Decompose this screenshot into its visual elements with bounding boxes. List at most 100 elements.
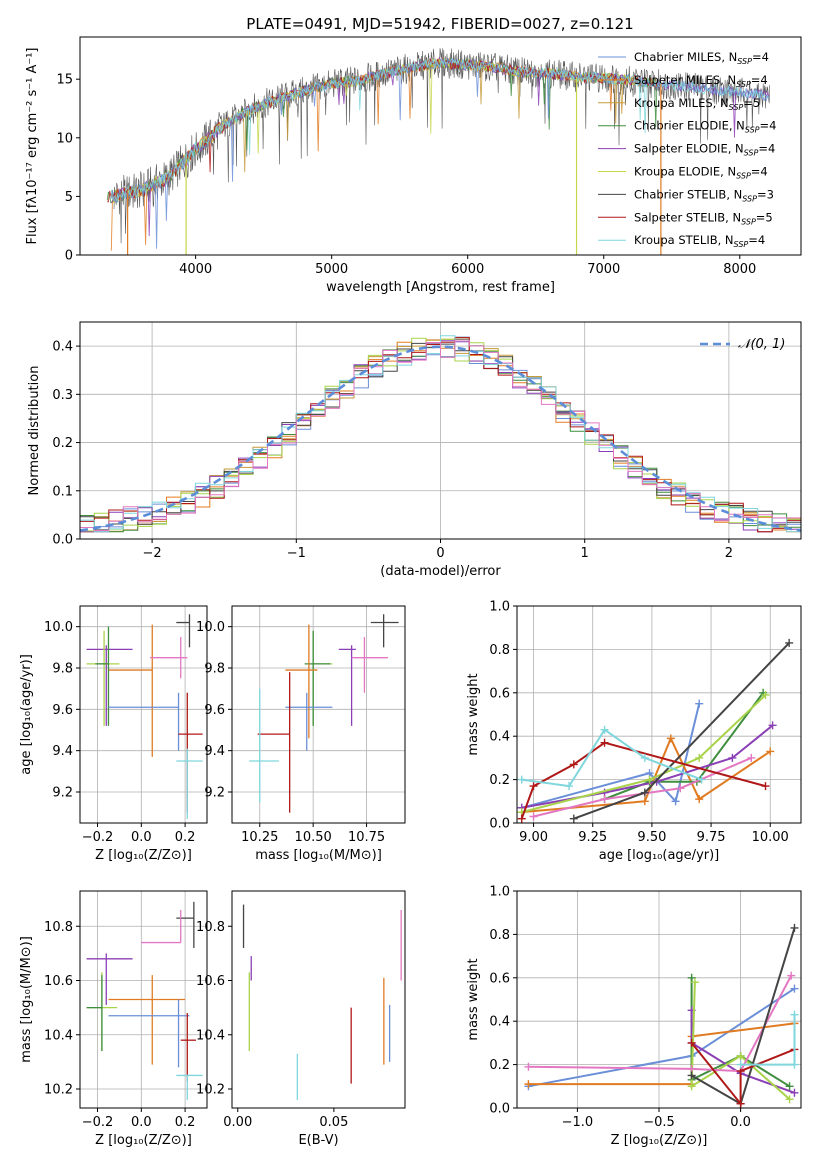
panel-age_vs_Z: −0.2 0.0 0.2 9.2 9.4 9.6 9.8 10.0 Z [log₁₀(Z/Z⊙)… [19,605,208,863]
errorbar-point [249,688,279,803]
x-tick-label: −1 [287,546,306,561]
plus-marker [645,775,654,784]
gridlines [80,606,207,823]
y-tick-label: 0.6 [489,686,510,701]
y-tick-label: 1.0 [489,885,510,900]
y-tick-label: 0.1 [52,484,73,499]
gridlines [517,605,801,824]
plus-marker [517,814,526,823]
x-tick-label: 0.00 [223,1115,252,1130]
errorbar-point [86,953,133,1005]
panel-age_vs_mass: 10.25 10.50 10.75 9.2 9.4 9.6 9.8 10.0 mass [log… [196,605,406,863]
weight-series [524,1019,799,1089]
y-tick-label: 0.4 [489,1015,510,1030]
errorbar-point [180,1013,197,1081]
errorbar-point [178,692,203,813]
normal-curve [80,345,801,532]
errorbar-point [108,692,180,751]
plus-marker [640,797,649,806]
plus-marker [761,690,770,699]
plus-marker [600,795,609,804]
x-tick-label: 9.75 [697,830,726,845]
y-axis-label: mass weight [466,958,481,1040]
y-tick-label: 9.2 [204,786,225,801]
kroupa-elodie-spectrum [110,58,658,204]
plot-area [86,901,203,1100]
x-axis-label: Z [log₁₀(Z/Z⊙)] [611,1133,708,1148]
legend-entry: Chabrier MILES, NSSP=4 [634,50,769,66]
axes-frame [516,605,802,824]
y-tick-label: 9.8 [204,662,225,677]
plus-marker [695,753,704,762]
errorbar-point [285,692,333,751]
y-tick-label: 0.2 [489,1058,510,1073]
x-tick-label: 2 [725,546,733,561]
plot-area [524,923,799,1108]
x-axis-label: E(B-V) [298,1133,338,1148]
y-tick-label: 0.0 [489,1102,510,1117]
legend-entry: Salpeter STELIB, NSSP=5 [634,210,773,226]
errorbar-point [176,614,191,648]
plus-marker [695,795,704,804]
errorbar-point [176,748,203,819]
y-tick-label: 10.6 [44,974,73,989]
y-axis-label: age [log₁₀(age/yr)] [19,654,34,775]
y-tick-label: 10.2 [44,1083,73,1098]
weight-series [687,923,799,1108]
errorbar-point [86,630,120,726]
plus-marker [736,1051,745,1060]
y-tick-label: 10.0 [44,620,73,635]
axes-frame [79,890,208,1109]
x-tick-label: 0.0 [131,1115,152,1130]
x-tick-label: 0.0 [730,1115,751,1130]
x-tick-label: 10.00 [752,830,789,845]
plus-marker [569,814,578,823]
y-tick-label: 0.6 [489,971,510,986]
y-tick-label: 9.4 [204,744,225,759]
x-axis-label: wavelength [Angstrom, rest frame] [326,280,555,295]
plot-area [80,335,801,533]
axes-frame [231,605,406,824]
weight-series [736,1010,799,1069]
x-tick-label: 9.25 [578,830,607,845]
plus-marker [671,797,680,806]
errorbar-point [86,975,103,1052]
plus-marker [666,734,675,743]
y-tick-label: 15 [56,73,73,88]
figure-title: PLATE=0491, MJD=51942, FIBERID=0027, z=0… [246,15,633,33]
gridlines [232,606,405,823]
y-tick-label: 0.4 [52,340,73,355]
x-tick-label: 7000 [587,262,620,277]
plus-marker [524,1080,533,1089]
y-tick-label: 10.4 [196,1028,225,1043]
y-tick-label: 10.0 [196,620,225,635]
panel-weight_vs_Z: −1.0 −0.5 0.0 0.0 0.2 0.4 0.6 0.8 1.0 Z [log₁₀(Z/… [466,885,802,1148]
legend-entry: Chabrier ELODIE, NSSP=4 [634,119,776,135]
plus-marker [529,782,538,791]
legend-entry: Kroupa ELODIE, NSSP=4 [634,165,768,181]
plot-area [249,614,399,813]
x-axis-label: (data-model)/error [380,564,501,579]
plus-marker [690,978,699,987]
plus-marker [785,638,794,647]
gridlines [517,890,801,1109]
legend-entry: Kroupa MILES, NSSP=5 [634,96,760,112]
errorbar-point [176,901,195,948]
plus-marker [790,984,799,993]
x-tick-label: 6000 [451,262,484,277]
x-tick-label: 0.0 [131,830,152,845]
plus-marker [695,699,704,708]
x-tick-label: 10.75 [348,830,385,845]
weight-series [517,738,770,823]
x-tick-label: 5000 [315,262,348,277]
weight-series [687,1038,799,1108]
plus-marker [697,775,706,784]
weight-series [569,638,794,823]
weight-line [604,692,764,801]
y-axis-label: Flux [fλ10⁻¹⁷ erg cm⁻² s⁻¹ A⁻¹] [25,48,40,245]
errorbar-point [370,614,399,648]
y-tick-label: 10.2 [196,1083,225,1098]
plus-marker [790,1060,799,1069]
plus-marker [736,1060,745,1069]
x-tick-label: 9.00 [519,830,548,845]
